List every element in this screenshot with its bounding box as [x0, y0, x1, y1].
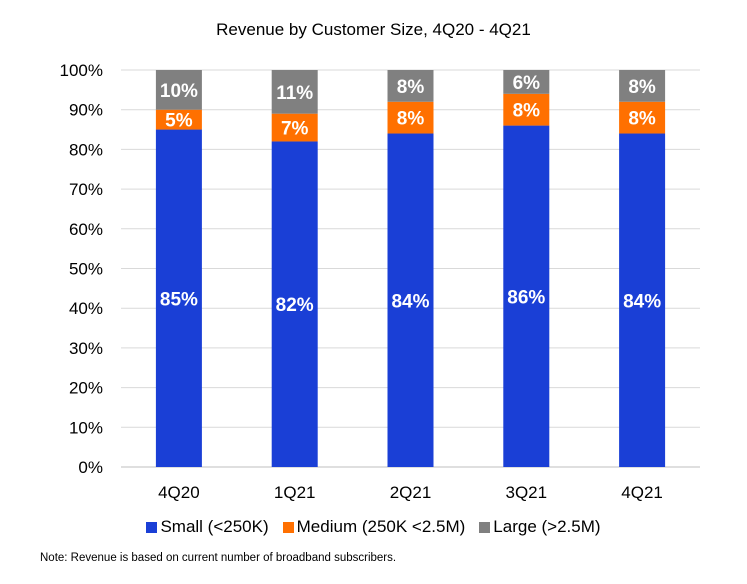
data-label: 86% — [507, 287, 545, 308]
y-tick-label: 20% — [69, 379, 103, 398]
bar-segment — [387, 133, 434, 467]
y-tick-label: 70% — [69, 180, 103, 199]
footnote: Note: Revenue is based on current number… — [40, 552, 397, 564]
y-tick-label: 90% — [69, 101, 103, 120]
data-label: 84% — [623, 291, 661, 312]
y-tick-label: 30% — [69, 339, 103, 358]
data-label: 5% — [165, 111, 193, 132]
legend-swatch — [146, 521, 158, 533]
legend-item: Medium (250K <2.5M) — [282, 517, 466, 537]
bar-segment — [619, 70, 666, 102]
legend-label: Medium (250K <2.5M) — [296, 517, 466, 536]
bar-segment — [619, 133, 666, 467]
y-tick-label: 100% — [60, 61, 103, 80]
data-label: 8% — [397, 109, 425, 130]
y-tick-label: 60% — [69, 220, 103, 239]
bar-segment — [155, 129, 202, 468]
legend-item: Large (>2.5M) — [479, 517, 601, 537]
legend-label: Small (<250K) — [160, 517, 269, 536]
x-tick-label: 3Q21 — [506, 483, 548, 502]
data-label: 8% — [628, 109, 656, 130]
bar-segment — [387, 101, 434, 134]
legend-label: Large (>2.5M) — [493, 517, 601, 536]
legend-swatch — [282, 521, 294, 533]
chart-title: Revenue by Customer Size, 4Q20 - 4Q21 — [216, 20, 531, 39]
bar-segment — [155, 109, 202, 130]
bar-segment — [155, 70, 202, 110]
x-tick-label: 4Q20 — [158, 483, 200, 502]
plot-area: 0% 10% 20% 30% 40% 50% 60% 70% 80% 90% 100% 85% 5% 10… — [60, 61, 700, 502]
bar-segment — [503, 70, 550, 94]
data-label: 7% — [281, 119, 309, 140]
bar-segment — [503, 125, 550, 467]
data-label: 11% — [276, 83, 313, 104]
legend-swatch — [479, 521, 491, 533]
y-tick-label: 0% — [78, 458, 103, 477]
x-tick-label: 4Q21 — [621, 483, 663, 502]
data-label: 8% — [513, 101, 541, 122]
bar-segment — [619, 101, 666, 134]
bar-segment — [503, 93, 550, 126]
bar-segment — [271, 113, 318, 142]
data-label: 82% — [276, 295, 314, 316]
data-label: 84% — [391, 291, 429, 312]
legend: Small (<250K) Medium (250K <2.5M) Large (>… — [0, 517, 747, 537]
y-tick-label: 50% — [69, 260, 103, 279]
bar-segment — [387, 70, 434, 102]
y-tick-label: 80% — [69, 140, 103, 159]
data-label: 8% — [628, 77, 656, 98]
y-tick-label: 10% — [69, 418, 103, 437]
data-label: 8% — [397, 77, 425, 98]
data-label: 85% — [160, 289, 198, 310]
legend-item: Small (<250K) — [146, 517, 269, 537]
x-tick-label: 2Q21 — [390, 483, 432, 502]
y-tick-label: 40% — [69, 299, 103, 318]
data-label: 6% — [513, 73, 541, 94]
bar-segment — [271, 141, 318, 467]
x-tick-label: 1Q21 — [274, 483, 316, 502]
data-label: 10% — [160, 81, 198, 102]
bar-segment — [271, 70, 318, 114]
